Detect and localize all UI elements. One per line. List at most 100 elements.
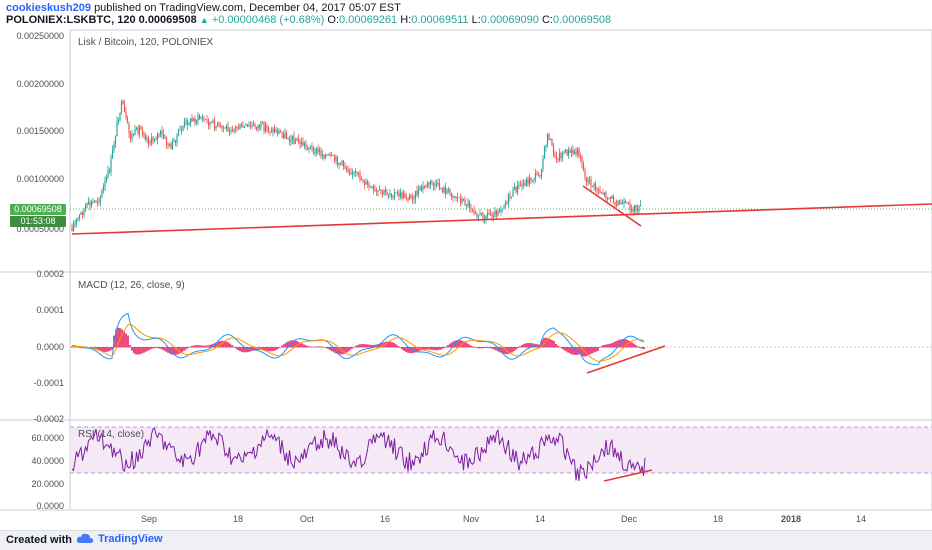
candle-body: [533, 178, 535, 180]
macd-histogram-bar: [327, 347, 329, 349]
candle-body: [84, 206, 87, 209]
candle-body: [230, 130, 232, 132]
candle-body: [368, 183, 370, 188]
tradingview-logo[interactable]: TradingView: [76, 533, 163, 545]
created-with-text: Created with: [6, 534, 73, 546]
macd-histogram-bar: [407, 347, 409, 353]
macd-histogram-bar: [429, 347, 431, 350]
macd-histogram-bar: [389, 341, 391, 348]
candle-body: [81, 212, 84, 215]
macd-histogram-bar: [303, 344, 305, 348]
candle-body: [333, 155, 336, 161]
candle-body: [437, 182, 439, 184]
candle-body: [399, 192, 402, 198]
candle-body: [318, 150, 321, 153]
candle-body: [410, 195, 412, 197]
macd-histogram-bar: [561, 347, 563, 349]
candle-body: [354, 171, 357, 173]
macd-histogram-bar: [299, 342, 301, 348]
macd-histogram-bar: [127, 335, 129, 348]
candle-body: [108, 170, 111, 173]
candle-body: [111, 150, 114, 159]
macd-histogram-bar: [421, 347, 423, 351]
macd-histogram-bar: [515, 347, 517, 350]
macd-histogram-bar: [141, 347, 143, 354]
macd-histogram-bar: [613, 342, 615, 348]
candle-body: [288, 139, 291, 142]
macd-histogram-bar: [147, 347, 149, 351]
macd-histogram-bar: [451, 342, 453, 348]
macd-histogram-bar: [357, 344, 359, 348]
macd-histogram-bar: [135, 347, 137, 355]
candle-body: [240, 124, 243, 126]
x-tick-14a: 14: [535, 514, 545, 524]
candle-body: [222, 127, 225, 129]
candle-body: [174, 140, 177, 143]
macd-histogram-bar: [133, 347, 135, 354]
price-down-trendline[interactable]: [582, 185, 642, 227]
macd-histogram-bar: [201, 345, 203, 348]
macd-histogram-bar: [527, 342, 529, 348]
candle-body: [182, 126, 184, 131]
symbol-label[interactable]: POLONIEX:LSKBTC, 120: [6, 14, 136, 26]
candle-body: [300, 141, 303, 145]
candle-body: [114, 136, 117, 145]
macd-histogram-bar: [471, 345, 473, 348]
candle-body: [587, 179, 589, 183]
candle-body: [593, 183, 595, 187]
close-value: 0.00069508: [552, 14, 612, 26]
candle-body: [173, 140, 175, 141]
candle-body: [500, 209, 502, 212]
candle-body: [201, 117, 204, 119]
macd-histogram-bar: [611, 343, 613, 348]
candle-body: [315, 148, 318, 153]
candle-body: [296, 139, 298, 141]
candle-body: [323, 154, 325, 159]
candle-body: [390, 193, 393, 197]
author-link[interactable]: cookieskush209: [6, 2, 91, 14]
candle-body: [408, 195, 411, 200]
rsi-tick-1: 60.0000: [31, 433, 64, 443]
candle-body: [170, 144, 172, 150]
macd-histogram-bar: [473, 346, 475, 348]
candle-body: [144, 136, 147, 140]
candle-body: [489, 214, 492, 215]
candle-body: [243, 125, 246, 128]
close-label: C:: [541, 14, 553, 26]
macd-histogram-bar: [311, 346, 313, 348]
macd-histogram-bar: [117, 327, 119, 348]
candle-body: [104, 180, 106, 187]
macd-histogram-bar: [243, 347, 245, 353]
macd-histogram-bar: [635, 345, 637, 348]
macd-histogram-bar: [517, 347, 519, 349]
macd-histogram-bar: [283, 344, 285, 348]
candle-body: [282, 133, 285, 139]
candle-body: [161, 130, 163, 135]
candle-body: [602, 193, 604, 195]
chart-area[interactable]: Lisk / Bitcoin, 120, POLONIEX MACD (12, …: [0, 28, 932, 530]
x-tick-nov: Nov: [463, 514, 480, 524]
candle-body: [119, 112, 121, 120]
candle-body: [192, 118, 195, 121]
candle-body: [98, 201, 100, 203]
macd-histogram-bar: [119, 327, 121, 348]
macd-histogram-bar: [379, 343, 381, 348]
candle-body: [75, 218, 78, 223]
macd-histogram-bar: [543, 338, 545, 348]
candle-body: [248, 125, 250, 126]
support-trendline[interactable]: [71, 203, 932, 235]
macd-histogram-bar: [513, 347, 515, 352]
rsi-tick-4: 0.0000: [36, 501, 64, 511]
macd-series: [71, 312, 645, 366]
macd-histogram-bar: [235, 347, 237, 349]
candle-body: [255, 127, 258, 129]
chart-canvas[interactable]: Lisk / Bitcoin, 120, POLONIEX MACD (12, …: [0, 28, 932, 530]
candle-body: [491, 214, 493, 217]
candle-body: [486, 213, 489, 216]
rsi-divergence-line[interactable]: [603, 469, 653, 482]
macd-divergence-line[interactable]: [586, 345, 666, 374]
rsi-tick-3: 20.0000: [31, 479, 64, 489]
candle-body: [71, 228, 73, 232]
macd-histogram-bar: [589, 347, 591, 355]
candle-body: [501, 208, 504, 210]
